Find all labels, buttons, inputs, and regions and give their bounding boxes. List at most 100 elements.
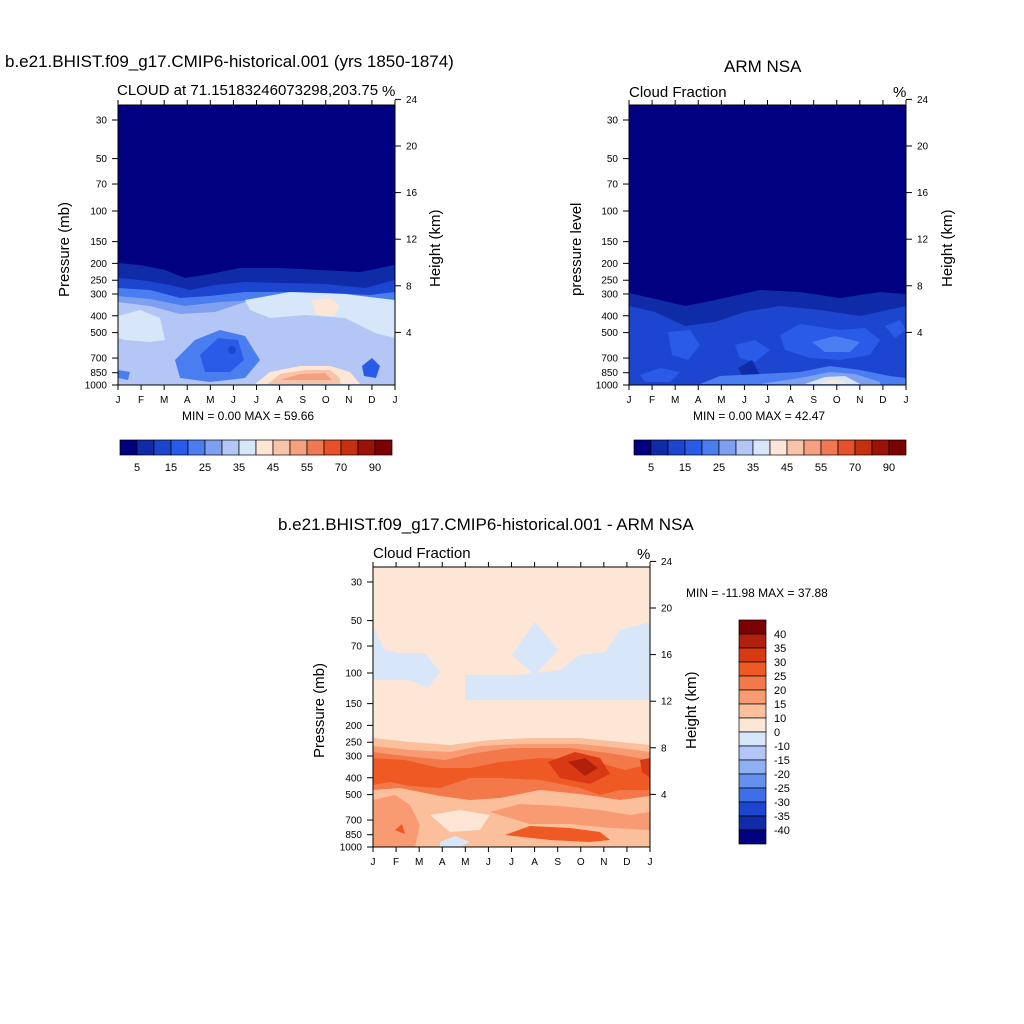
panel2-y-tick-label: 400 <box>601 311 618 322</box>
panel3-y-tick-label: 250 <box>345 738 362 749</box>
colorbar-swatch <box>738 773 767 789</box>
panel2-y-tick-label: 1000 <box>596 381 619 392</box>
panel1-y-tick-label: 500 <box>90 328 107 339</box>
colorbar-swatch <box>374 439 393 456</box>
colorbar-swatch <box>738 731 767 747</box>
panel3-x-tick-label: J <box>509 857 514 868</box>
panel1-ticks: J F M A M J J A S O N D J 30 50 70 100 150 200 250 300 400 500… <box>85 95 418 406</box>
panel2-x-tick-label: S <box>810 395 817 406</box>
panel3-x-tick-label: J <box>648 857 653 868</box>
colorbar-swatch <box>738 717 767 733</box>
panel1-y-tick-label: 100 <box>90 206 107 217</box>
panel2-x-tick-label: M <box>717 395 725 406</box>
colorbar-label: -25 <box>774 783 790 795</box>
panel1-minmax: MIN = 0.00 MAX = 59.66 <box>182 409 315 423</box>
panel1-colorbar: 5 15 25 35 45 55 70 90 <box>119 439 393 474</box>
colorbar-swatch <box>738 745 767 761</box>
panel1-y-right-tick-label: 20 <box>406 142 418 153</box>
panel1-x-tick-label: S <box>299 395 306 406</box>
panel3-minmax: MIN = -11.98 MAX = 37.88 <box>686 586 828 600</box>
panel3-y-right-tick-label: 16 <box>661 650 673 661</box>
colorbar-label: 55 <box>815 462 827 474</box>
panel1-x-tick-label: F <box>138 395 144 406</box>
panel3-y-tick-label: 700 <box>345 816 362 827</box>
colorbar-label: 20 <box>774 685 786 697</box>
colorbar-label: 90 <box>369 462 381 474</box>
colorbar-label: -35 <box>774 811 790 823</box>
colorbar-label: -30 <box>774 797 790 809</box>
panel2-x-tick-label: M <box>671 395 679 406</box>
colorbar-label: 25 <box>199 462 211 474</box>
panel3-x-tick-label: D <box>623 857 630 868</box>
colorbar-swatch <box>738 689 767 705</box>
panel2-ticks: J F M A M J J A S O N D J 30 50 70 100 150 200 250 300 400 500… <box>596 95 929 406</box>
panel3-ylabel-right: Height (km) <box>683 671 700 749</box>
panel3-x-tick-label: A <box>531 857 538 868</box>
panel3-y-tick-label: 200 <box>345 721 362 732</box>
panel1-y-tick-label: 50 <box>96 154 108 165</box>
panel2-y-right-tick-label: 12 <box>917 235 929 246</box>
panel2-y-tick-label: 70 <box>607 180 619 191</box>
panel2-y-tick-label: 200 <box>601 259 618 270</box>
panel3-title: b.e21.BHIST.f09_g17.CMIP6-historical.001… <box>278 515 694 534</box>
panel3-subtitle: Cloud Fraction <box>373 545 471 562</box>
panel2-title: ARM NSA <box>724 57 802 76</box>
panel2-y-right-tick-label: 16 <box>917 188 929 199</box>
colorbar-label: -10 <box>774 741 790 753</box>
panel3-x-tick-label: O <box>577 857 585 868</box>
colorbar-swatch <box>738 815 767 831</box>
colorbar-swatch <box>738 829 767 845</box>
panel2-y-tick-label: 300 <box>601 290 618 301</box>
colorbar-label: 25 <box>774 671 786 683</box>
panel1-units: % <box>382 83 396 100</box>
panel3-field <box>373 567 650 847</box>
colorbar-swatch <box>738 647 767 663</box>
panel3-x-tick-label: A <box>439 857 446 868</box>
panel1-y-tick-label: 400 <box>90 311 107 322</box>
panel2-x-tick-label: D <box>879 395 886 406</box>
panel2-units: % <box>893 84 907 101</box>
panel3-colorbar: 40 35 30 25 20 15 10 0 -10 -15 -20 -25 -30 -35 -40 <box>738 619 790 845</box>
panel2-x-tick-label: O <box>833 395 841 406</box>
panel1-title: b.e21.BHIST.f09_g17.CMIP6-historical.001… <box>5 52 454 71</box>
panel2-x-tick-label: J <box>627 395 632 406</box>
panel2-y-tick-label: 850 <box>601 368 618 379</box>
panel2-y-right-tick-label: 24 <box>917 95 929 106</box>
panel2-x-tick-label: F <box>649 395 655 406</box>
colorbar-label: 15 <box>774 699 786 711</box>
panel1-y-tick-label: 70 <box>96 180 108 191</box>
colorbar-label: 15 <box>679 462 691 474</box>
panel2-x-tick-label: A <box>695 395 702 406</box>
panel1-x-tick-label: A <box>276 395 283 406</box>
panel3-x-tick-label: M <box>461 857 469 868</box>
panel1-y-right-tick-label: 4 <box>406 328 412 339</box>
panel3-y-right-tick-label: 12 <box>661 697 673 708</box>
colorbar-label: 5 <box>648 462 654 474</box>
panel2-x-tick-label: A <box>787 395 794 406</box>
panel3-units: % <box>637 546 651 563</box>
panel3-ylabel: Pressure (mb) <box>311 662 328 758</box>
panel2-y-tick-label: 250 <box>601 276 618 287</box>
colorbar-label: 35 <box>774 643 786 655</box>
panel3-x-tick-label: F <box>393 857 399 868</box>
panel2-field <box>629 105 906 385</box>
panel3-y-tick-label: 500 <box>345 790 362 801</box>
panel3-y-tick-label: 400 <box>345 773 362 784</box>
panel3-y-right-tick-label: 4 <box>661 790 667 801</box>
colorbar-label: -40 <box>774 825 790 837</box>
panel1-x-tick-label: J <box>393 395 398 406</box>
panel3-y-tick-label: 300 <box>345 752 362 763</box>
panel1-x-tick-label: D <box>368 395 375 406</box>
colorbar-label: 5 <box>134 462 140 474</box>
panel1-x-tick-label: J <box>116 395 121 406</box>
colorbar-label: 40 <box>774 629 786 641</box>
colorbar-label: 25 <box>713 462 725 474</box>
panel1-field <box>118 105 395 385</box>
panel3-x-tick-label: S <box>554 857 561 868</box>
panel3-y-tick-label: 70 <box>351 642 363 653</box>
panel2-subtitle: Cloud Fraction <box>629 84 727 101</box>
